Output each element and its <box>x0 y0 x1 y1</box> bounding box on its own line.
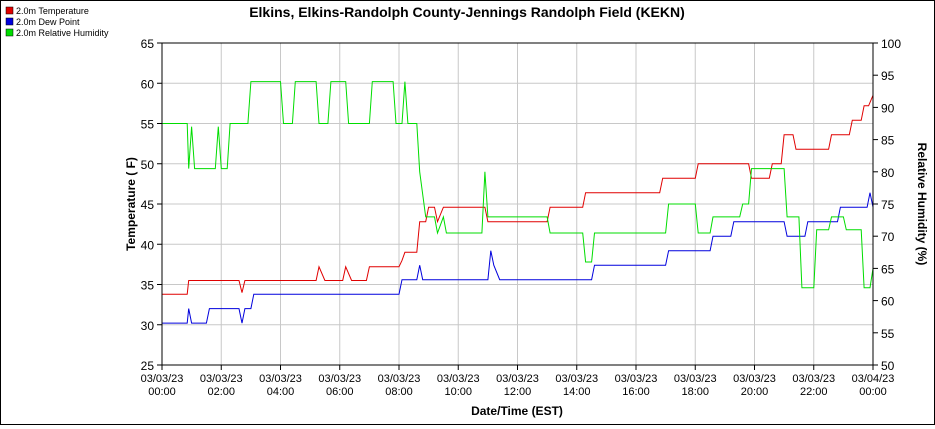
left-tick-label: 35 <box>141 279 155 293</box>
series-line-1 <box>162 192 874 324</box>
left-tick-label: 45 <box>141 198 155 212</box>
x-tick-date: 03/04/23 <box>852 373 895 385</box>
grid-lines <box>161 42 874 366</box>
x-tick-date: 03/03/23 <box>200 373 243 385</box>
series-line-0 <box>162 95 874 295</box>
x-tick-date: 03/03/23 <box>496 373 539 385</box>
right-axis-ticks: 50 55 60 65 70 75 80 85 90 95 100 <box>873 37 901 373</box>
legend-label: 2.0m Relative Humidity <box>16 28 109 38</box>
right-tick-label: 90 <box>881 101 895 115</box>
left-tick-label: 65 <box>141 37 155 51</box>
x-tick-date: 03/03/23 <box>674 373 717 385</box>
x-tick-date: 03/03/23 <box>378 373 421 385</box>
left-tick-label: 30 <box>141 319 155 333</box>
x-tick-time: 18:00 <box>681 386 709 398</box>
x-tick-time: 04:00 <box>267 386 295 398</box>
series-lines <box>162 81 874 324</box>
x-tick-time: 00:00 <box>148 386 176 398</box>
left-axis-ticks: 25 30 35 40 45 50 55 60 65 <box>141 37 162 373</box>
right-tick-label: 100 <box>881 37 901 51</box>
right-tick-label: 50 <box>881 359 895 373</box>
left-tick-label: 55 <box>141 118 155 132</box>
legend-swatch <box>5 17 14 26</box>
right-tick-label: 65 <box>881 262 895 276</box>
legend-swatch <box>5 28 14 37</box>
x-tick-time: 10:00 <box>444 386 472 398</box>
x-tick-date: 03/03/23 <box>141 373 184 385</box>
x-tick-time: 20:00 <box>741 386 769 398</box>
left-axis-label: Temperature ( F) <box>124 157 138 251</box>
x-tick-date: 03/03/23 <box>555 373 598 385</box>
right-tick-label: 75 <box>881 198 895 212</box>
x-tick-time: 16:00 <box>622 386 650 398</box>
left-tick-label: 40 <box>141 238 155 252</box>
x-tick-date: 03/03/23 <box>615 373 658 385</box>
x-tick-date: 03/03/23 <box>437 373 480 385</box>
x-tick-date: 03/03/23 <box>792 373 835 385</box>
x-tick-date: 03/03/23 <box>318 373 361 385</box>
right-tick-label: 80 <box>881 166 895 180</box>
legend-swatch <box>5 6 14 15</box>
x-axis-ticks: 03/03/2300:0003/03/2302:0003/03/2304:000… <box>141 365 895 398</box>
left-tick-label: 60 <box>141 77 155 91</box>
right-tick-label: 55 <box>881 327 895 341</box>
x-tick-time: 12:00 <box>504 386 532 398</box>
right-tick-label: 70 <box>881 230 895 244</box>
x-tick-time: 06:00 <box>326 386 354 398</box>
right-tick-label: 95 <box>881 69 895 83</box>
x-tick-time: 22:00 <box>800 386 828 398</box>
x-axis-label: Date/Time (EST) <box>471 404 563 418</box>
right-tick-label: 85 <box>881 134 895 148</box>
legend-label: 2.0m Dew Point <box>16 17 80 27</box>
x-tick-time: 02:00 <box>207 386 235 398</box>
x-tick-time: 14:00 <box>563 386 591 398</box>
x-tick-date: 03/03/23 <box>259 373 302 385</box>
left-tick-label: 50 <box>141 158 155 172</box>
plot-area-border <box>161 42 874 366</box>
right-tick-label: 60 <box>881 295 895 309</box>
right-axis-label: Relative Humidity (%) <box>915 143 929 266</box>
x-tick-time: 00:00 <box>859 386 887 398</box>
x-tick-time: 08:00 <box>385 386 413 398</box>
left-tick-label: 25 <box>141 359 155 373</box>
chart-title: Elkins, Elkins-Randolph County-Jennings … <box>249 4 685 20</box>
x-tick-date: 03/03/23 <box>733 373 776 385</box>
legend-label: 2.0m Temperature <box>16 6 89 16</box>
series-line-2 <box>162 81 874 289</box>
